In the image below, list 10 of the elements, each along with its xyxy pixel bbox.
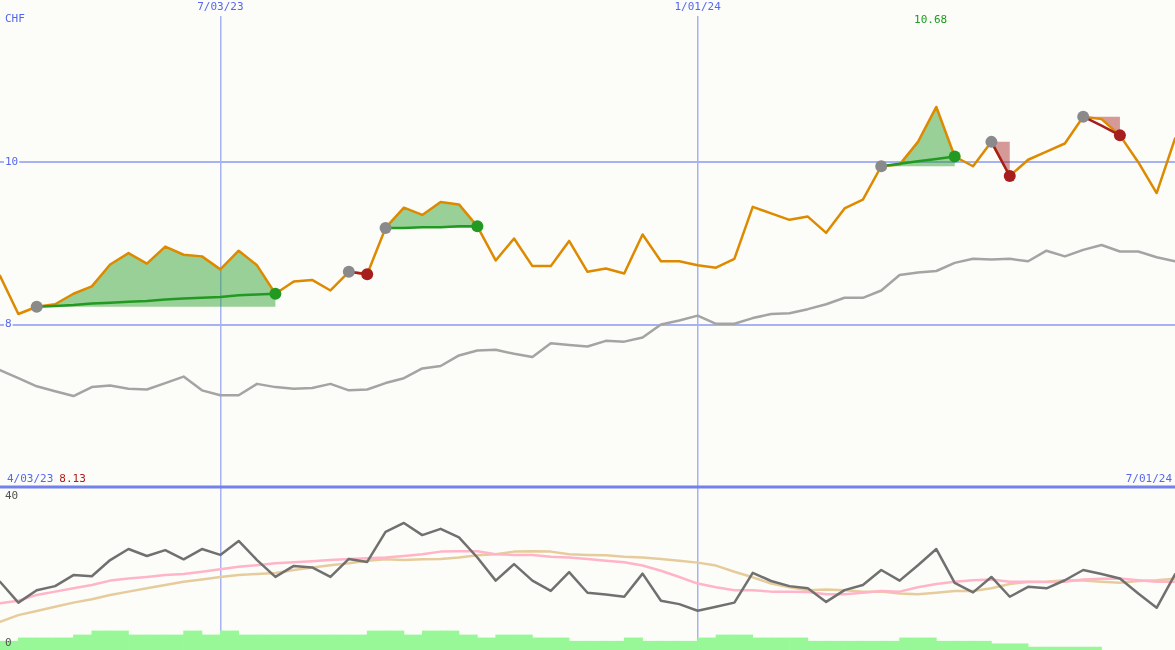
- annotation: 7/01/24: [1125, 471, 1173, 485]
- annotation: 4/03/23: [7, 471, 54, 485]
- annotation: 8.13: [59, 471, 86, 485]
- y-tick-label: 10: [5, 155, 19, 169]
- y-axis-title: CHF: [5, 11, 25, 25]
- y-tick-label: 40: [5, 488, 19, 502]
- x-tick-label: 1/01/24: [674, 0, 722, 14]
- annotation: 10.68: [914, 12, 948, 26]
- y-tick-label: 8: [5, 317, 12, 331]
- x-tick-label: 7/03/23: [197, 0, 244, 14]
